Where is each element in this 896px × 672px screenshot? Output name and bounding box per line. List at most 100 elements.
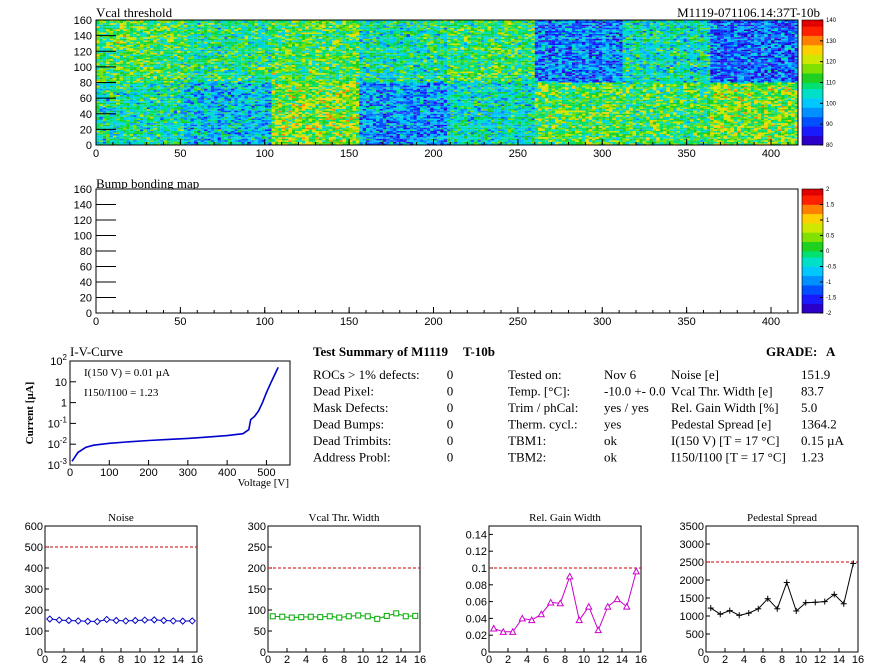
vcal-scale-band: [802, 113, 823, 118]
summary-left-label: Dead Bumps:: [313, 417, 384, 432]
iv-x-tick-label: 200: [139, 467, 157, 479]
small-y-tick-label: 500: [25, 542, 43, 554]
vcal-scale-tick-label: 130: [826, 39, 837, 45]
vcal-scale-band: [802, 73, 823, 77]
data-point: [594, 626, 603, 634]
small-x-tick-label: 6: [543, 654, 549, 666]
data-point: [112, 616, 120, 625]
small-x-tick-label: 4: [80, 654, 86, 666]
vcal-scale-band: [802, 101, 823, 105]
vcal-scale-band: [802, 35, 823, 40]
bump-scale-band: [802, 300, 823, 304]
bump-x-tick-label: 300: [593, 316, 611, 328]
vcal-scale-band: [802, 116, 823, 121]
summary-mid-label: TBM2:: [508, 450, 546, 465]
summary-mid-label: Trim / phCal:: [508, 400, 578, 415]
vcal-scale-band: [802, 60, 823, 65]
series-line: [710, 563, 854, 616]
data-point: [131, 616, 139, 625]
small-x-tick-label: 2: [284, 654, 290, 666]
vcal-scale-band: [802, 41, 823, 46]
summary-left-label: Dead Trimbits:: [313, 433, 391, 448]
summary-right-label: Pedestal Spread [e]: [671, 417, 771, 432]
data-point: [584, 602, 593, 610]
data-point: [169, 617, 177, 625]
vcal-heatmap-cells: [96, 20, 799, 146]
data-point: [269, 613, 276, 620]
bump-scale-band: [802, 297, 823, 301]
bump-scale-band: [802, 238, 823, 242]
data-point: [55, 616, 63, 624]
small-x-tick-label: 16: [191, 654, 203, 666]
small-x-tick-label: 4: [524, 654, 530, 666]
data-point: [150, 616, 158, 624]
data-point: [46, 615, 54, 623]
summary-right-value: 5.0: [801, 400, 817, 415]
iv-title: I-V-Curve: [70, 344, 123, 359]
bump-scale-band: [802, 269, 823, 273]
iv-y-tick-label: 10-2: [48, 436, 68, 451]
vcal-scale-band: [802, 91, 823, 96]
bump-scale-tick-label: 1.5: [826, 203, 835, 209]
small-x-tick-label: 0: [703, 654, 709, 666]
bump-scale-band: [802, 294, 823, 298]
vcal-scale-band: [802, 57, 823, 61]
small-x-tick-label: 2: [61, 654, 67, 666]
summary-mid-value: ok: [604, 433, 618, 448]
vcal-x-tick-label: 200: [424, 148, 442, 160]
small-y-tick-label: 100: [248, 605, 266, 617]
small-y-tick-label: 300: [248, 521, 266, 533]
summary-mid-value: -10.0 +- 0.0: [604, 384, 666, 399]
data-point: [518, 614, 527, 622]
vcal-x-tick-label: 150: [340, 148, 358, 160]
small-y-tick-label: 0.1: [472, 563, 487, 575]
data-point: [632, 567, 641, 575]
small-x-tick-label: 6: [760, 654, 766, 666]
bump-scale-band: [802, 306, 823, 311]
bump-scale-band: [802, 272, 823, 277]
small-y-tick-label: 300: [25, 584, 43, 596]
small-y-tick-label: 0.02: [466, 630, 487, 642]
summary-mid-value: ok: [604, 450, 618, 465]
small-x-tick-label: 10: [795, 654, 807, 666]
small-x-tick-label: 14: [172, 654, 184, 666]
small-chart-frame: [44, 525, 198, 653]
data-point: [74, 617, 82, 625]
summary-right-value: 151.9: [801, 367, 830, 382]
data-point: [565, 572, 574, 580]
vcal-scale-band: [802, 70, 823, 74]
iv-annotation-current: I(150 V) = 0.01 µA: [84, 367, 170, 379]
data-point: [402, 613, 409, 620]
iv-x-tick-label: 500: [257, 467, 275, 479]
summary-right-value: 1364.2: [801, 417, 837, 432]
small-x-tick-label: 14: [833, 654, 845, 666]
bump-scale-band: [802, 309, 823, 314]
vcal-y-tick-label: 40: [80, 109, 92, 121]
bump-x-tick-label: 250: [509, 316, 527, 328]
small-y-tick-label: 200: [25, 605, 43, 617]
bump-x-tick-label: 0: [93, 316, 99, 328]
vcal-y-tick-label: 20: [80, 124, 92, 136]
vcal-y-tick-label: 60: [80, 93, 92, 105]
small-y-tick-label: 400: [25, 563, 43, 575]
vcal-scale-band: [802, 48, 823, 52]
bump-x-tick-label: 50: [174, 316, 186, 328]
small-x-tick-label: 16: [414, 654, 426, 666]
bump-scale-tick-label: 1: [826, 218, 830, 224]
data-point: [355, 612, 362, 619]
small-x-tick-label: 12: [153, 654, 165, 666]
summary-mid-label: Temp. [°C]:: [508, 384, 570, 399]
small-x-tick-label: 12: [814, 654, 826, 666]
bump-scale-tick-label: 0: [826, 249, 830, 255]
summary-mid-label: Therm. cycl.:: [508, 417, 578, 432]
small-chart-title: Pedestal Spread: [747, 512, 817, 524]
bump-color-scale: -2 -1.5 -1 -0.5 0 0.5 1 1.5 2: [801, 187, 837, 317]
small-y-tick-label: 1000: [680, 611, 704, 623]
bump-scale-tick-label: -0.5: [826, 265, 837, 271]
summary-left-value: 0: [447, 433, 454, 448]
vcal-scale-band: [802, 66, 823, 71]
pedestal-spread-chart: Pedestal Spread 0 2 4 6 8 10 12 14 16 0 500 1000 1500…: [680, 512, 865, 666]
vcal-color-scale: 80 90 100 110 120 130 140: [801, 18, 837, 149]
bump-y-tick-label: 60: [80, 262, 92, 274]
data-point: [93, 617, 101, 626]
